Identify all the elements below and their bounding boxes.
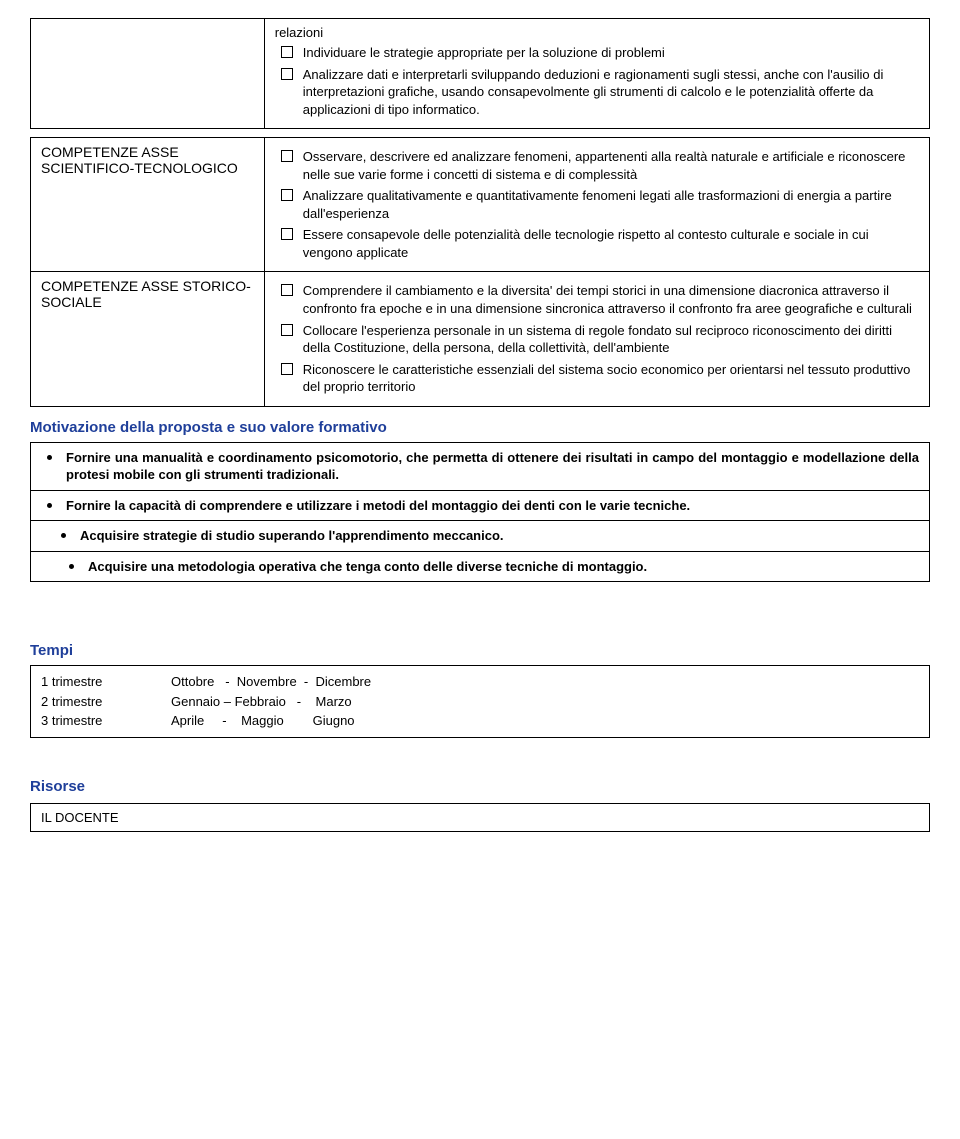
item-text: Riconoscere le caratteristiche essenzial… (303, 361, 919, 396)
checkbox-icon (281, 284, 293, 296)
list-item: Collocare l'esperienza personale in un s… (281, 322, 919, 357)
tempi-heading: Tempi (30, 642, 930, 659)
row1-content: relazioni Individuare le strategie appro… (264, 19, 929, 129)
tempi-label: 2 trimestre (41, 692, 171, 712)
list-item: Analizzare dati e interpretarli sviluppa… (281, 66, 919, 119)
checkbox-icon (281, 228, 293, 240)
bullet-icon (47, 455, 52, 460)
list-item: Comprendere il cambiamento e la diversit… (281, 282, 919, 317)
risorse-box: IL DOCENTE (30, 803, 930, 832)
list-item: Individuare le strategie appropriate per… (281, 44, 919, 62)
bullet-icon (47, 503, 52, 508)
relazioni-heading: relazioni (275, 25, 919, 40)
motivation-text: Fornire una manualità e coordinamento ps… (66, 449, 919, 484)
tempi-row: 3 trimestre Aprile - Maggio Giugno (41, 711, 919, 731)
motivation-item: Acquisire una metodologia operativa che … (41, 558, 919, 576)
item-text: Analizzare qualitativamente e quantitati… (303, 187, 919, 222)
tempi-box: 1 trimestre Ottobre - Novembre - Dicembr… (30, 665, 930, 738)
checkbox-icon (281, 363, 293, 375)
row1-label (31, 19, 265, 129)
row2-content: Osservare, descrivere ed analizzare feno… (264, 138, 929, 272)
row2-label: COMPETENZE ASSE SCIENTIFICO-TECNOLOGICO (31, 138, 265, 272)
item-text: Osservare, descrivere ed analizzare feno… (303, 148, 919, 183)
tempi-row: 1 trimestre Ottobre - Novembre - Dicembr… (41, 672, 919, 692)
list-item: Riconoscere le caratteristiche essenzial… (281, 361, 919, 396)
bullet-icon (69, 564, 74, 569)
motivazione-box-2: Fornire la capacità di comprendere e uti… (30, 491, 930, 522)
tempi-value: Gennaio – Febbraio - Marzo (171, 692, 352, 712)
motivazione-box-4: Acquisire una metodologia operativa che … (30, 552, 930, 583)
tempi-label: 3 trimestre (41, 711, 171, 731)
list-item: Analizzare qualitativamente e quantitati… (281, 187, 919, 222)
motivazione-box-1: Fornire una manualità e coordinamento ps… (30, 442, 930, 491)
item-text: Individuare le strategie appropriate per… (303, 44, 919, 62)
risorse-heading: Risorse (30, 778, 930, 795)
checkbox-icon (281, 324, 293, 336)
tempi-value: Ottobre - Novembre - Dicembre (171, 672, 371, 692)
list-item: Essere consapevole delle potenzialità de… (281, 226, 919, 261)
item-text: Analizzare dati e interpretarli sviluppa… (303, 66, 919, 119)
item-text: Collocare l'esperienza personale in un s… (303, 322, 919, 357)
motivation-text: Fornire la capacità di comprendere e uti… (66, 497, 690, 515)
competence-table-1: relazioni Individuare le strategie appro… (30, 18, 930, 129)
motivazione-heading: Motivazione della proposta e suo valore … (30, 419, 930, 436)
motivation-item: Acquisire strategie di studio superando … (41, 527, 919, 545)
row3-label: COMPETENZE ASSE STORICO-SOCIALE (31, 272, 265, 406)
bullet-icon (61, 533, 66, 538)
row3-content: Comprendere il cambiamento e la diversit… (264, 272, 929, 406)
risorse-line: IL DOCENTE (41, 810, 919, 825)
motivation-item: Fornire la capacità di comprendere e uti… (41, 497, 919, 515)
motivation-text: Acquisire una metodologia operativa che … (88, 558, 647, 576)
tempi-row: 2 trimestre Gennaio – Febbraio - Marzo (41, 692, 919, 712)
motivation-item: Fornire una manualità e coordinamento ps… (41, 449, 919, 484)
motivazione-box-3: Acquisire strategie di studio superando … (30, 521, 930, 552)
checkbox-icon (281, 46, 293, 58)
competence-table-2: COMPETENZE ASSE SCIENTIFICO-TECNOLOGICO … (30, 137, 930, 407)
motivation-text: Acquisire strategie di studio superando … (80, 527, 504, 545)
checkbox-icon (281, 150, 293, 162)
item-text: Comprendere il cambiamento e la diversit… (303, 282, 919, 317)
tempi-label: 1 trimestre (41, 672, 171, 692)
checkbox-icon (281, 68, 293, 80)
checkbox-icon (281, 189, 293, 201)
list-item: Osservare, descrivere ed analizzare feno… (281, 148, 919, 183)
item-text: Essere consapevole delle potenzialità de… (303, 226, 919, 261)
tempi-value: Aprile - Maggio Giugno (171, 711, 355, 731)
